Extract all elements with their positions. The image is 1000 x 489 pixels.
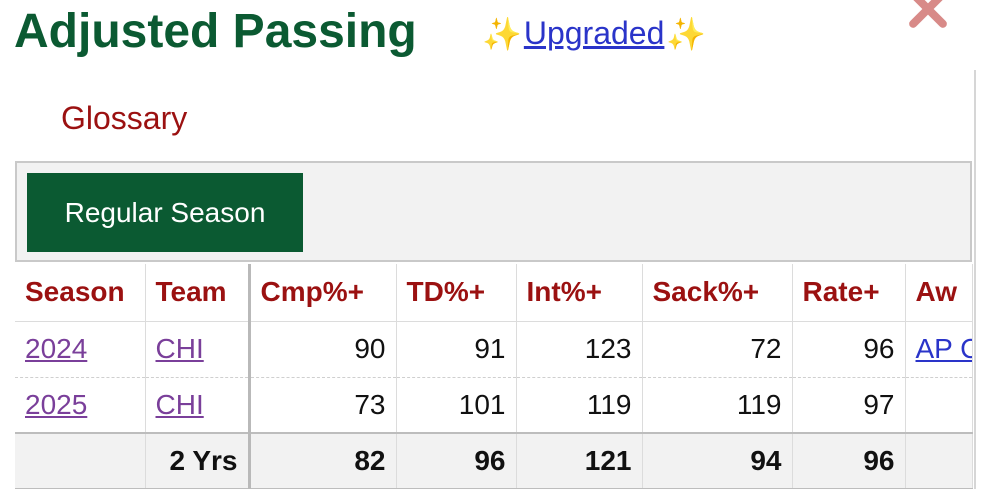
rate-plus-cell: 97 xyxy=(792,377,906,434)
close-icon[interactable] xyxy=(904,0,952,34)
awards-cell: AP C xyxy=(905,321,973,378)
cmp-pct-plus-cell: 73 xyxy=(249,377,397,434)
total-cmp-pct-plus: 82 xyxy=(249,432,397,489)
column-header-cmp-pct-plus[interactable]: Cmp%+ xyxy=(249,264,397,322)
table-row: 2024 CHI 90 91 123 72 96 AP C xyxy=(15,321,973,378)
column-header-int-pct-plus[interactable]: Int%+ xyxy=(516,264,643,322)
table-row: 2025 CHI 73 101 119 119 97 xyxy=(15,377,973,434)
season-link[interactable]: 2024 xyxy=(25,333,88,364)
awards-cell xyxy=(905,377,973,434)
column-header-rate-plus[interactable]: Rate+ xyxy=(792,264,906,322)
column-header-team[interactable]: Team xyxy=(145,264,251,322)
sparkle-icon: ✨ xyxy=(482,15,522,52)
total-label: 2 Yrs xyxy=(145,432,251,489)
glossary-toggle[interactable]: Glossary xyxy=(61,100,188,136)
season-link[interactable]: 2025 xyxy=(25,388,88,420)
sparkle-icon: ✨ xyxy=(666,15,707,52)
upgraded-badge: ✨ Upgraded ✨ xyxy=(482,15,706,52)
column-header-awards[interactable]: Aw xyxy=(905,264,973,322)
column-header-season[interactable]: Season xyxy=(15,264,146,322)
team-cell: CHI xyxy=(145,377,251,434)
regular-season-button[interactable]: Regular Season xyxy=(27,173,303,252)
season-cell: 2024 xyxy=(15,321,146,378)
season-cell: 2025 xyxy=(15,377,146,434)
int-pct-plus-cell: 123 xyxy=(516,321,643,378)
page-title: Adjusted Passing xyxy=(14,5,417,58)
sack-pct-plus-cell: 119 xyxy=(642,377,793,434)
team-cell: CHI xyxy=(145,321,251,378)
column-header-sack-pct-plus[interactable]: Sack%+ xyxy=(642,264,793,322)
int-pct-plus-cell: 119 xyxy=(516,377,643,434)
total-td-pct-plus: 96 xyxy=(396,432,517,489)
sack-pct-plus-cell: 72 xyxy=(642,321,793,378)
total-awards-cell xyxy=(905,432,973,489)
td-pct-plus-cell: 91 xyxy=(396,321,517,378)
table-total-row: 2 Yrs 82 96 121 94 96 xyxy=(15,432,973,489)
right-divider xyxy=(974,70,976,489)
adjusted-passing-table: Season Team Cmp%+ TD%+ Int%+ Sack%+ Rate… xyxy=(15,264,973,489)
team-link[interactable]: CHI xyxy=(155,388,204,420)
table-header-row: Season Team Cmp%+ TD%+ Int%+ Sack%+ Rate… xyxy=(15,264,973,322)
team-link[interactable]: CHI xyxy=(155,333,204,364)
upgraded-link[interactable]: Upgraded xyxy=(523,15,665,51)
total-int-pct-plus: 121 xyxy=(516,432,643,489)
award-link[interactable]: AP C xyxy=(915,333,972,364)
rate-plus-cell: 96 xyxy=(792,321,906,378)
cmp-pct-plus-cell: 90 xyxy=(249,321,397,378)
total-rate-plus: 96 xyxy=(792,432,906,489)
total-sack-pct-plus: 94 xyxy=(642,432,793,489)
td-pct-plus-cell: 101 xyxy=(396,377,517,434)
column-header-td-pct-plus[interactable]: TD%+ xyxy=(396,264,517,322)
total-season-cell xyxy=(15,432,146,489)
